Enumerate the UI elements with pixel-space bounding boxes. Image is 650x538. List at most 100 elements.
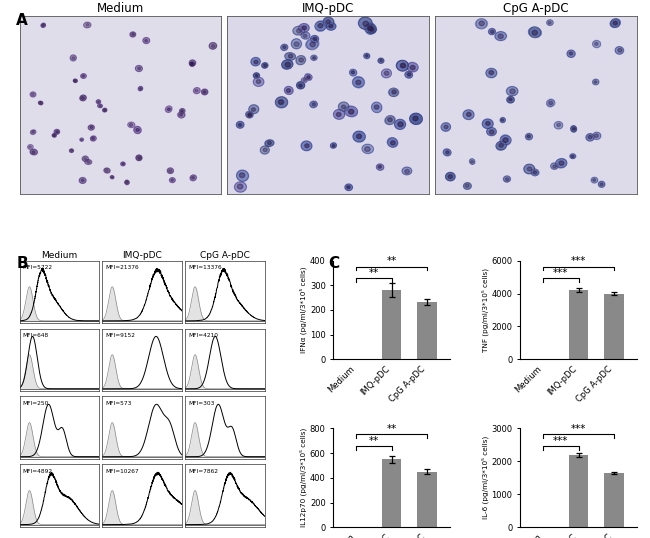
Ellipse shape bbox=[121, 162, 125, 166]
Ellipse shape bbox=[372, 102, 382, 112]
Ellipse shape bbox=[378, 58, 384, 63]
Circle shape bbox=[140, 88, 142, 90]
Ellipse shape bbox=[496, 141, 506, 150]
Ellipse shape bbox=[299, 24, 309, 32]
Circle shape bbox=[341, 105, 346, 109]
Circle shape bbox=[527, 135, 530, 138]
Ellipse shape bbox=[30, 149, 37, 155]
Ellipse shape bbox=[333, 109, 344, 119]
Circle shape bbox=[613, 21, 617, 25]
Ellipse shape bbox=[593, 40, 601, 48]
Circle shape bbox=[138, 67, 140, 69]
Circle shape bbox=[299, 58, 304, 62]
Circle shape bbox=[548, 22, 551, 24]
Circle shape bbox=[181, 110, 183, 112]
Ellipse shape bbox=[396, 61, 408, 71]
Text: MFI=303: MFI=303 bbox=[188, 401, 215, 406]
Circle shape bbox=[71, 150, 73, 151]
Ellipse shape bbox=[111, 176, 114, 179]
Title: Medium: Medium bbox=[97, 2, 144, 15]
Ellipse shape bbox=[311, 55, 317, 60]
Circle shape bbox=[81, 179, 84, 182]
Circle shape bbox=[357, 134, 361, 139]
Ellipse shape bbox=[339, 102, 349, 111]
Circle shape bbox=[410, 66, 415, 70]
Circle shape bbox=[532, 30, 538, 35]
Circle shape bbox=[594, 81, 597, 83]
Circle shape bbox=[252, 108, 255, 111]
Circle shape bbox=[256, 80, 261, 83]
Ellipse shape bbox=[136, 155, 142, 160]
Circle shape bbox=[593, 179, 595, 181]
Ellipse shape bbox=[262, 63, 268, 68]
Ellipse shape bbox=[353, 76, 364, 88]
Ellipse shape bbox=[235, 182, 246, 192]
Ellipse shape bbox=[73, 79, 77, 82]
Circle shape bbox=[374, 105, 379, 109]
Ellipse shape bbox=[104, 168, 110, 173]
Y-axis label: TNF (pg/ml/3*10⁵ cells): TNF (pg/ml/3*10⁵ cells) bbox=[481, 268, 489, 352]
Ellipse shape bbox=[52, 133, 56, 137]
Text: MFI=4892: MFI=4892 bbox=[23, 469, 53, 474]
Text: MFI=648: MFI=648 bbox=[23, 333, 49, 338]
Circle shape bbox=[287, 89, 291, 93]
Ellipse shape bbox=[80, 138, 84, 141]
Circle shape bbox=[332, 145, 335, 147]
Circle shape bbox=[98, 101, 99, 103]
Ellipse shape bbox=[260, 146, 269, 154]
Ellipse shape bbox=[524, 164, 535, 174]
Ellipse shape bbox=[237, 170, 248, 181]
Circle shape bbox=[479, 21, 484, 26]
Circle shape bbox=[569, 52, 573, 55]
Circle shape bbox=[486, 122, 490, 125]
Circle shape bbox=[505, 178, 509, 181]
Ellipse shape bbox=[310, 101, 317, 108]
Ellipse shape bbox=[593, 132, 601, 139]
Circle shape bbox=[40, 102, 42, 104]
Ellipse shape bbox=[395, 119, 406, 129]
Ellipse shape bbox=[586, 134, 594, 141]
Circle shape bbox=[356, 80, 361, 84]
Circle shape bbox=[255, 75, 258, 77]
Circle shape bbox=[365, 147, 370, 152]
Circle shape bbox=[82, 75, 85, 77]
Ellipse shape bbox=[495, 32, 506, 40]
Circle shape bbox=[489, 70, 493, 75]
Ellipse shape bbox=[489, 29, 495, 34]
Circle shape bbox=[553, 165, 556, 168]
Ellipse shape bbox=[209, 43, 216, 49]
Circle shape bbox=[446, 151, 449, 154]
Circle shape bbox=[310, 42, 315, 47]
Circle shape bbox=[318, 24, 323, 28]
Circle shape bbox=[283, 46, 286, 48]
Circle shape bbox=[138, 157, 141, 159]
Circle shape bbox=[122, 163, 124, 165]
Ellipse shape bbox=[285, 53, 296, 60]
Circle shape bbox=[388, 118, 393, 122]
Bar bbox=[382, 459, 402, 527]
Ellipse shape bbox=[237, 122, 244, 128]
Ellipse shape bbox=[531, 169, 539, 175]
Ellipse shape bbox=[526, 133, 532, 140]
Circle shape bbox=[32, 151, 35, 154]
Ellipse shape bbox=[190, 62, 194, 66]
Ellipse shape bbox=[81, 74, 86, 79]
Circle shape bbox=[299, 84, 302, 87]
Title: CpG A-pDC: CpG A-pDC bbox=[200, 251, 250, 260]
Ellipse shape bbox=[301, 141, 312, 151]
Ellipse shape bbox=[254, 73, 259, 79]
Circle shape bbox=[400, 63, 406, 67]
Ellipse shape bbox=[368, 26, 376, 33]
Circle shape bbox=[111, 176, 113, 178]
Ellipse shape bbox=[281, 44, 288, 51]
Circle shape bbox=[347, 186, 350, 189]
Y-axis label: IL12p70 (pg/ml/3*10⁵ cells): IL12p70 (pg/ml/3*10⁵ cells) bbox=[300, 428, 307, 527]
Ellipse shape bbox=[249, 105, 259, 114]
Ellipse shape bbox=[482, 119, 493, 129]
Ellipse shape bbox=[254, 77, 264, 86]
Text: MFI=250: MFI=250 bbox=[23, 401, 49, 406]
Ellipse shape bbox=[567, 50, 575, 58]
Circle shape bbox=[313, 37, 317, 40]
Circle shape bbox=[74, 80, 76, 82]
Bar bbox=[417, 472, 437, 527]
